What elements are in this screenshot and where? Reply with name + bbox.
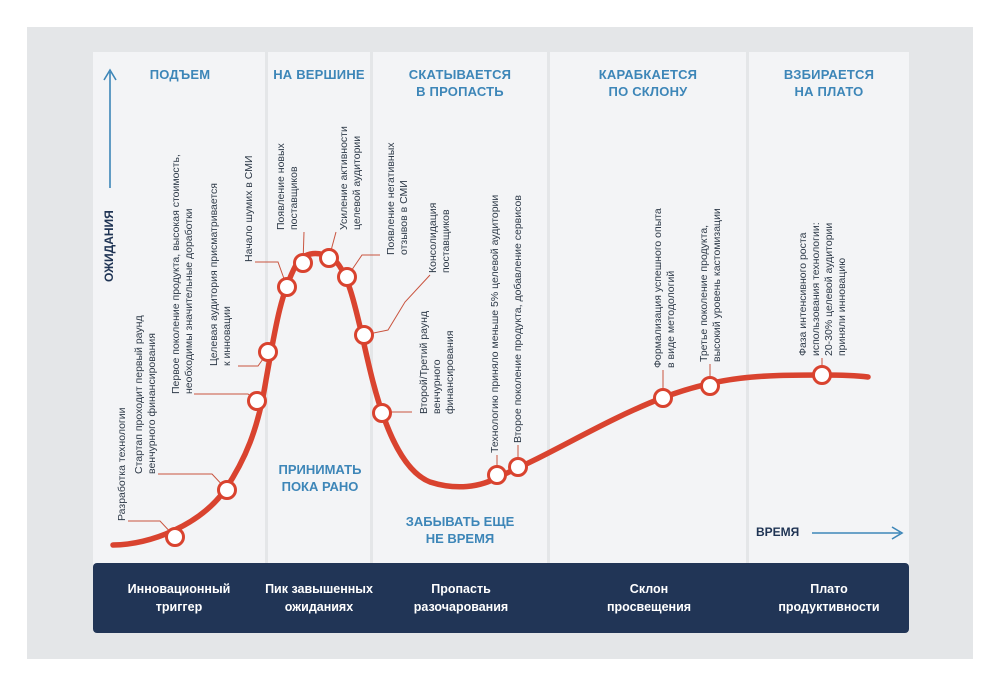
event-marker: [653, 388, 673, 408]
event-marker: [372, 403, 392, 423]
event-note-6: Появление новых поставщиков: [275, 143, 300, 230]
stages-bar: Инновационный триггер Пик завышенных ожи…: [93, 563, 909, 633]
x-axis-label: ВРЕМЯ: [756, 525, 800, 539]
stage-plateau-productivity: Плато продуктивности: [778, 582, 880, 614]
event-note-14: Третье поколение продукта, высокий урове…: [698, 208, 723, 362]
y-axis-arrow: [103, 68, 117, 188]
event-note-11: Технологию приняло меньше 5% целевой ауд…: [489, 194, 501, 453]
event-marker: [277, 277, 297, 297]
event-note-10: Второй/Третий раунд венчурного финансиро…: [418, 311, 456, 414]
event-marker: [700, 376, 720, 396]
hype-curve: [110, 250, 871, 548]
event-note-2: Стартап проходит первый раунд венчурного…: [133, 315, 158, 474]
event-marker: [337, 267, 357, 287]
phase-title-peak: НА ВЕРШИНЕ: [273, 67, 365, 82]
stage-slope-enlightenment: Склон просвещения: [606, 582, 692, 614]
y-axis-label: ОЖИДАНИЯ: [102, 210, 116, 282]
phase-panel-rise: [93, 52, 265, 572]
phase-title-rise: ПОДЪЕМ: [149, 67, 211, 82]
event-note-1: Разработка технологии: [116, 407, 128, 522]
event-note-8: Появление негативных отзывов в СМИ: [385, 142, 410, 256]
event-marker: [487, 465, 507, 485]
phase-panel-plateau: [749, 52, 909, 572]
event-note-4: Целевая аудитория присматривается к инно…: [208, 183, 233, 366]
stage-trough-disillusionment: Пропасть разочарования: [413, 582, 509, 614]
event-marker: [319, 248, 339, 268]
event-note-13: Формализация успешного опыта в виде мето…: [652, 208, 677, 368]
stage-peak-expectations: Пик завышенных ожиданиях: [265, 582, 373, 614]
phase-panel-peak: [268, 52, 370, 572]
event-marker: [812, 365, 832, 385]
event-note-15: Фаза интенсивного роста использования те…: [797, 222, 848, 356]
advice-peak: ПРИНИМАТЬ ПОКА РАНО: [278, 462, 362, 494]
phase-panel-slope: [550, 52, 746, 572]
event-markers: [165, 248, 832, 547]
event-marker: [165, 527, 185, 547]
event-marker: [354, 325, 374, 345]
event-note-7: Усиление активности целевой аудитории: [338, 126, 363, 230]
stage-innovation-trigger: Инновационный триггер: [127, 582, 231, 614]
event-marker: [247, 391, 267, 411]
event-note-9: Консолидация поставщиков: [427, 202, 452, 273]
event-note-3: Первое поколение продукта, высокая стоим…: [170, 154, 195, 394]
event-note-5: Начало шумих в СМИ: [243, 155, 255, 262]
phase-title-plateau: ВЗБИРАЕТСЯ НА ПЛАТО: [783, 67, 875, 99]
event-marker: [508, 457, 528, 477]
event-note-12: Второе поколение продукта, добавление се…: [512, 195, 524, 443]
event-marker: [217, 480, 237, 500]
advice-trough: ЗАБЫВАТЬ ЕЩЕ НЕ ВРЕМЯ: [405, 514, 515, 546]
phase-title-fall: СКАТЫВАЕТСЯ В ПРОПАСТЬ: [408, 67, 512, 99]
phase-title-slope: КАРАБКАЕТСЯ ПО СКЛОНУ: [598, 67, 698, 99]
event-marker: [293, 253, 313, 273]
x-axis-arrow: [812, 526, 904, 540]
event-marker: [258, 342, 278, 362]
